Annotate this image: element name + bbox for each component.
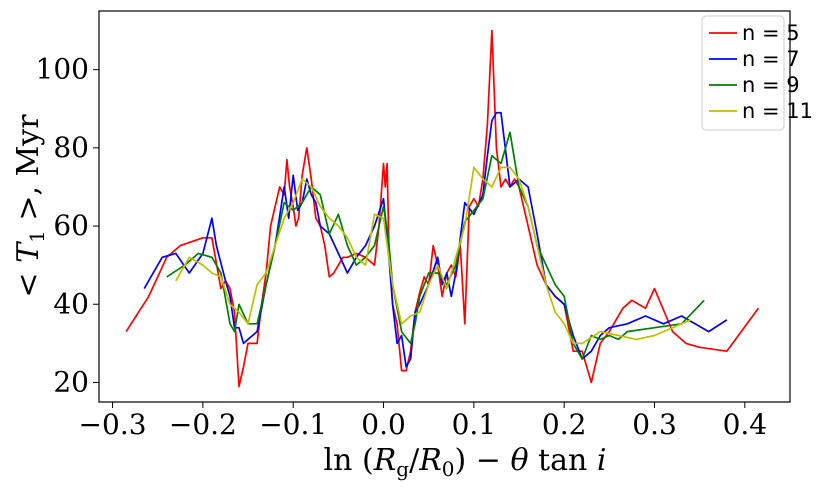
x-tick-label: 0.4 xyxy=(723,408,768,441)
series-3 xyxy=(175,166,691,345)
x-tick-label: 0.3 xyxy=(632,408,677,441)
legend-label: n = 9 xyxy=(742,73,800,97)
series-layer xyxy=(125,29,760,388)
series-2 xyxy=(166,131,705,360)
series-line-0 xyxy=(125,29,760,388)
y-tick-label: 40 xyxy=(53,287,89,320)
x-tick-label: −0.2 xyxy=(169,408,237,441)
legend-item: n = 5 xyxy=(709,21,800,45)
series-line-1 xyxy=(143,111,728,368)
x-tick-label: 0.1 xyxy=(452,408,497,441)
x-tick-label: 0.2 xyxy=(542,408,587,441)
legend-label: n = 7 xyxy=(742,47,800,71)
series-0 xyxy=(125,29,760,388)
x-tick-label: 0.0 xyxy=(361,408,406,441)
x-tick-label: −0.3 xyxy=(79,408,147,441)
legend: n = 5n = 7n = 9n = 11 xyxy=(701,15,813,131)
y-tick-label: 80 xyxy=(53,131,89,164)
plot-area-frame xyxy=(98,10,791,403)
series-1 xyxy=(143,111,728,368)
y-tick-label: 100 xyxy=(36,53,89,86)
legend-item: n = 9 xyxy=(709,73,800,97)
legend-item: n = 11 xyxy=(709,99,813,123)
legend-label: n = 11 xyxy=(742,99,813,123)
y-tick-label: 20 xyxy=(53,365,89,398)
y-tick-label: 60 xyxy=(53,209,89,242)
y-axis-label: < T1 >, Myr xyxy=(11,114,49,298)
legend-item: n = 7 xyxy=(709,47,800,71)
axis-ticks: −0.3 −0.2 −0.1 0.0 0.1 0.2 0.3 0.4 20 40 60 80 100 xyxy=(36,53,768,441)
x-tick-label: −0.1 xyxy=(259,408,327,441)
series-line-2 xyxy=(166,131,705,360)
legend-box xyxy=(701,15,785,131)
legend-label: n = 5 xyxy=(742,21,800,45)
series-line-3 xyxy=(175,166,691,345)
x-axis-label: ln (Rg/R0) − θ tan i xyxy=(324,443,607,481)
